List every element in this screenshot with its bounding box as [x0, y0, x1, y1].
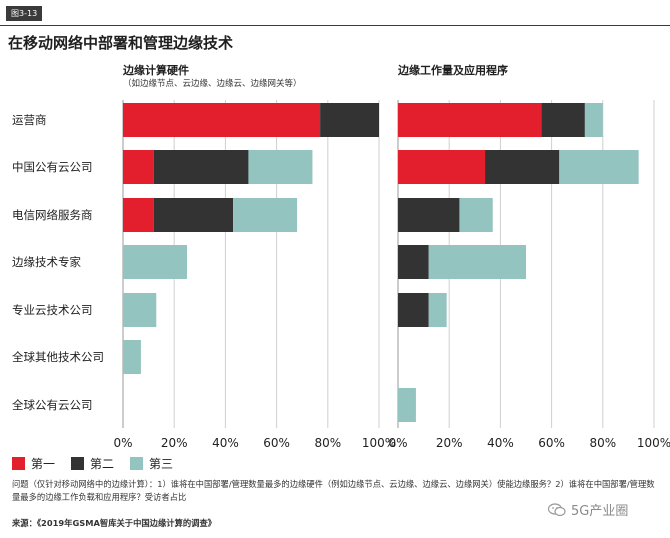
- bar-segment: [123, 103, 321, 137]
- chart-title: 在移动网络中部署和管理边缘技术: [8, 34, 234, 52]
- category-label: 运营商: [12, 113, 47, 127]
- x-tick-label: 60%: [263, 436, 290, 450]
- bar-segment: [428, 293, 447, 327]
- category-label: 专业云技术公司: [12, 303, 93, 317]
- bar-segment: [559, 150, 639, 184]
- bar-segment: [398, 388, 416, 422]
- bar-segment: [398, 293, 429, 327]
- bar-segment: [398, 198, 460, 232]
- legend-item-third: 第三: [130, 455, 173, 472]
- panel-title: 边缘工作量及应用程序: [397, 63, 508, 77]
- question-note: 问题（仅针对移动网络中的边缘计算）：1）谁将在中国部署/管理数量最多的边缘硬件（…: [12, 479, 655, 502]
- legend-label-second: 第二: [90, 456, 115, 471]
- panel-subtitle: （如边缘节点、云边缘、边缘云、边缘网关等）: [123, 78, 302, 89]
- bar-segment: [123, 293, 157, 327]
- x-tick-label: 20%: [436, 436, 463, 450]
- panel-title: 边缘计算硬件: [122, 63, 189, 77]
- bar-segment: [153, 198, 234, 232]
- bar-segment: [320, 103, 379, 137]
- x-tick-label: 60%: [538, 436, 565, 450]
- bar-segment: [541, 103, 585, 137]
- legend-swatch-second: [71, 456, 85, 470]
- x-tick-label: 80%: [314, 436, 341, 450]
- x-tick-label: 20%: [161, 436, 188, 450]
- bar-segment: [123, 150, 154, 184]
- legend-item-first: 第一: [12, 455, 55, 472]
- source-line: 来源：《2019年GSMA智库关于中国边缘计算的调查》: [12, 517, 216, 529]
- bar-segment: [248, 150, 313, 184]
- x-tick-label: 40%: [487, 436, 514, 450]
- legend-swatch-third: [130, 456, 144, 470]
- bar-segment: [485, 150, 560, 184]
- x-tick-label: 80%: [589, 436, 616, 450]
- legend-label-third: 第三: [149, 456, 174, 471]
- source-label: 来源：: [12, 518, 37, 528]
- bar-segment: [398, 245, 429, 279]
- watermark-text: 5G产业圈: [571, 504, 629, 519]
- legend: 第一 第二 第三: [12, 455, 189, 471]
- x-tick-label: 100%: [637, 436, 670, 450]
- legend-swatch-first: [12, 456, 25, 470]
- category-label: 边缘技术专家: [12, 255, 81, 269]
- bar-segment: [123, 198, 154, 232]
- bar-segment: [459, 198, 493, 232]
- wechat-icon: [548, 502, 566, 516]
- x-tick-label: 0%: [388, 436, 407, 450]
- bar-segment: [153, 150, 249, 184]
- bar-segment: [428, 245, 526, 279]
- bar-segment: [233, 198, 298, 232]
- figure-tag: 图3-13: [6, 6, 43, 21]
- bar-segment: [398, 103, 542, 137]
- category-label: 电信网络服务商: [12, 208, 93, 222]
- x-tick-label: 100%: [362, 436, 396, 450]
- watermark: 5G产业圈: [548, 500, 628, 519]
- legend-item-second: 第二: [71, 455, 114, 472]
- legend-label-first: 第一: [31, 456, 56, 471]
- bar-segment: [584, 103, 603, 137]
- x-tick-label: 0%: [113, 436, 132, 450]
- category-label: 中国公有云公司: [12, 160, 93, 174]
- chart-area: 运营商中国公有云公司电信网络服务商边缘技术专家专业云技术公司全球其他技术公司全球…: [12, 63, 670, 450]
- source-text: 《2019年GSMA智库关于中国边缘计算的调查》: [36, 518, 217, 528]
- category-label: 全球公有云公司: [12, 398, 93, 412]
- category-label: 全球其他技术公司: [12, 350, 104, 364]
- bar-segment: [123, 340, 141, 374]
- bar-segment: [123, 245, 187, 279]
- top-rule: [0, 25, 670, 26]
- x-tick-label: 40%: [212, 436, 239, 450]
- bar-segment: [398, 150, 486, 184]
